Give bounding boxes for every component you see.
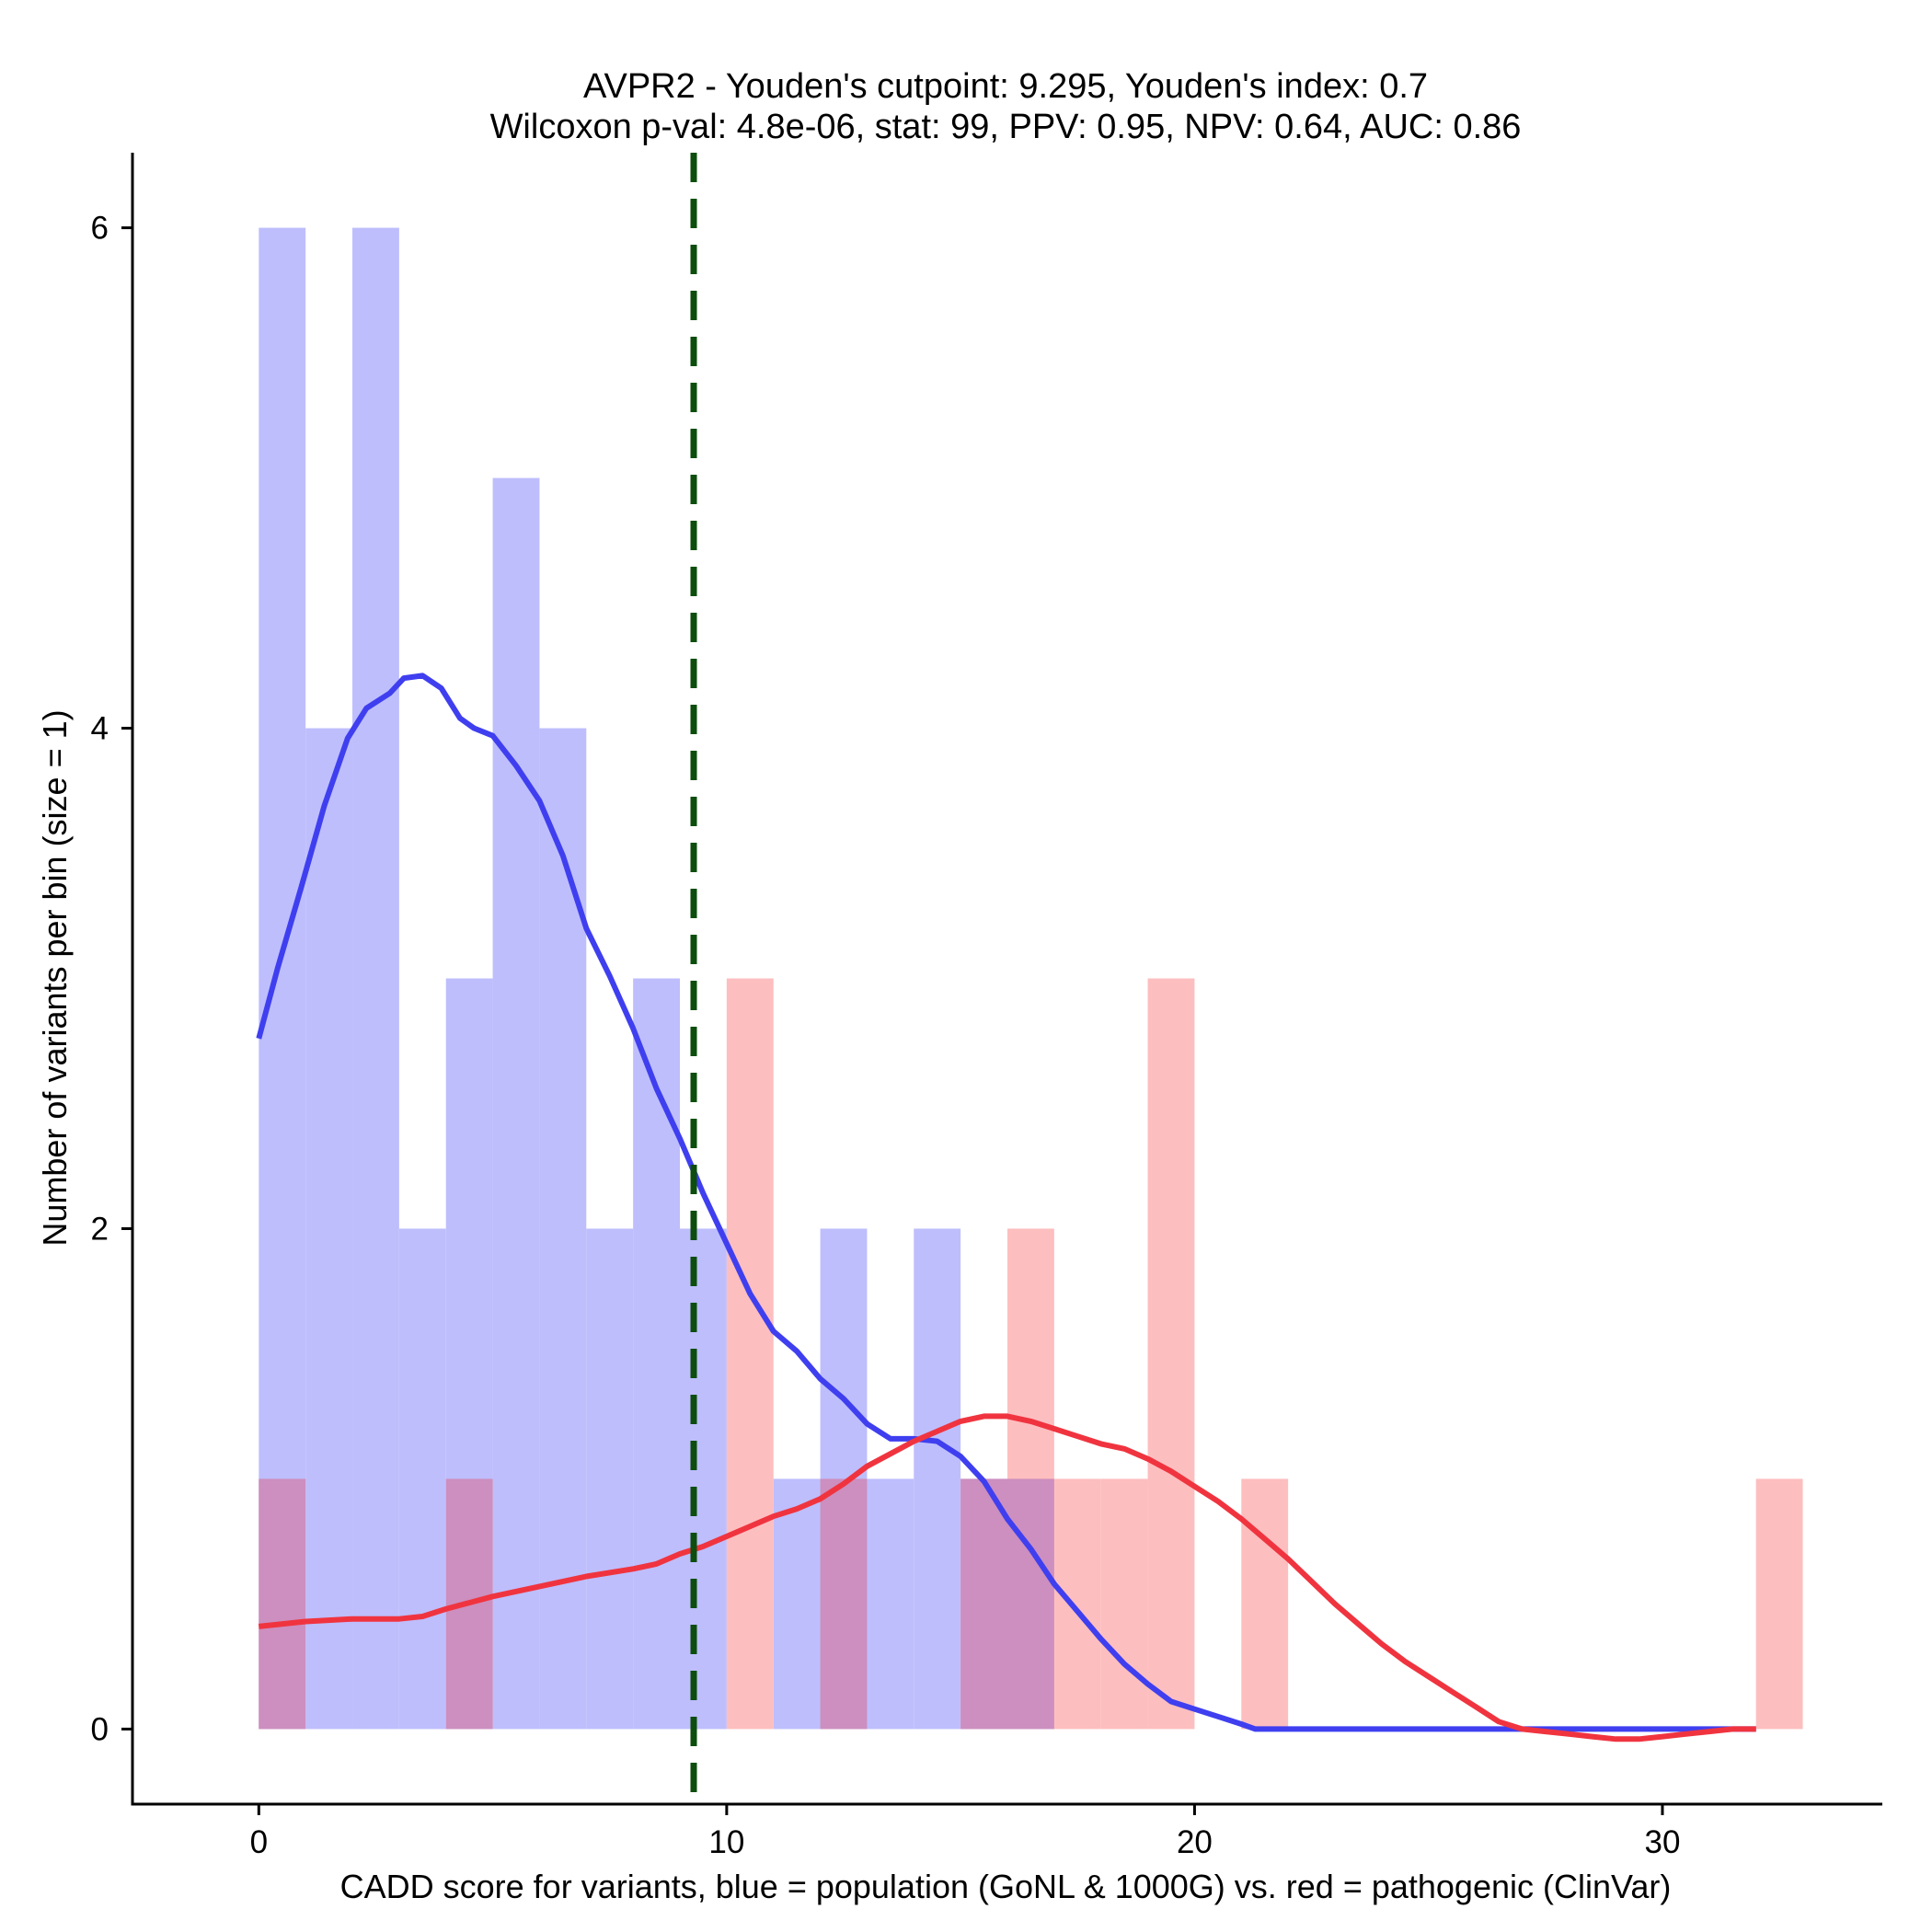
population-bars bbox=[259, 227, 1054, 1730]
pathogenic-bar-18 bbox=[1100, 1478, 1148, 1730]
pathogenic-bar-10 bbox=[726, 978, 774, 1730]
population-bar-3 bbox=[398, 1228, 446, 1730]
overlap-bars bbox=[259, 1478, 1054, 1730]
overlap-bar-12 bbox=[820, 1478, 868, 1730]
population-bar-1 bbox=[305, 728, 353, 1730]
population-bar-13 bbox=[867, 1478, 914, 1730]
chart-title: AVPR2 - Youden's cutpoint: 9.295, Youden… bbox=[490, 67, 1522, 146]
chart-title-line2: Wilcoxon p-val: 4.8e-06, stat: 99, PPV: … bbox=[490, 108, 1522, 146]
y-axis-ticks: 0 2 4 6 bbox=[91, 211, 132, 1747]
population-bar-14 bbox=[914, 1228, 961, 1730]
pathogenic-density-curve bbox=[258, 1413, 1756, 1742]
population-bar-8 bbox=[633, 978, 681, 1730]
axes: 0 10 20 30 0 2 4 6 bbox=[91, 153, 1882, 1860]
population-bar-6 bbox=[539, 728, 587, 1730]
chart-title-line1: AVPR2 - Youden's cutpoint: 9.295, Youden… bbox=[583, 67, 1428, 106]
population-bar-7 bbox=[586, 1228, 634, 1730]
overlap-bar-15 bbox=[960, 1478, 1007, 1730]
y-axis-label: Number of variants per bin (size = 1) bbox=[36, 709, 74, 1246]
pathogenic-bar-17 bbox=[1053, 1478, 1101, 1730]
population-bar-5 bbox=[492, 477, 540, 1730]
y-tick-label-0: 0 bbox=[91, 1711, 109, 1747]
pathogenic-bar-32 bbox=[1755, 1478, 1803, 1730]
y-tick-label-6: 6 bbox=[91, 211, 109, 247]
overlap-bar-0 bbox=[259, 1478, 306, 1730]
population-bar-2 bbox=[352, 227, 399, 1730]
y-tick-label-4: 4 bbox=[91, 711, 109, 747]
x-axis-label: CADD score for variants, blue = populati… bbox=[340, 1868, 1672, 1905]
overlap-bar-16 bbox=[1007, 1478, 1054, 1730]
x-tick-label-30: 30 bbox=[1645, 1824, 1681, 1860]
y-tick-label-2: 2 bbox=[91, 1211, 109, 1247]
x-tick-label-20: 20 bbox=[1177, 1824, 1213, 1860]
x-tick-label-0: 0 bbox=[250, 1824, 268, 1860]
x-tick-label-10: 10 bbox=[708, 1824, 744, 1860]
pathogenic-bar-21 bbox=[1241, 1478, 1289, 1730]
population-bar-9 bbox=[680, 1228, 727, 1730]
pathogenic-bar-19 bbox=[1147, 978, 1195, 1730]
x-axis-ticks: 0 10 20 30 bbox=[250, 1804, 1681, 1860]
population-bar-11 bbox=[773, 1478, 821, 1730]
population-density-curve bbox=[256, 673, 1756, 1732]
